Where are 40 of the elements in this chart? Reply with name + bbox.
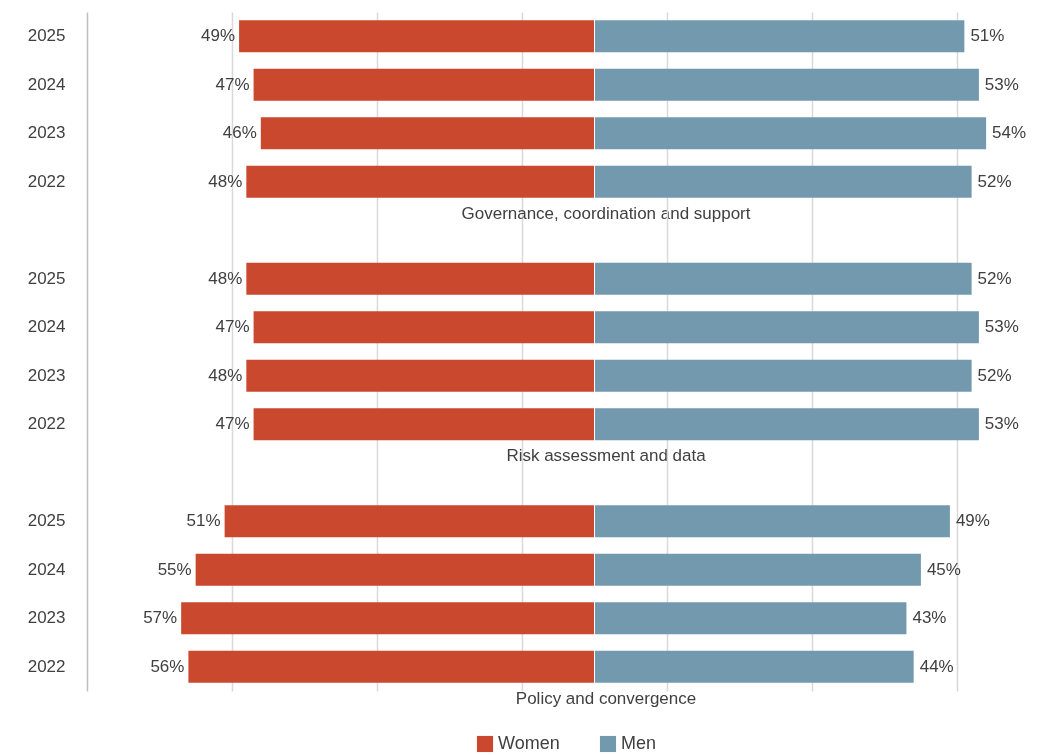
y-tick-label: 2025	[27, 26, 66, 46]
data-label: 43%	[912, 608, 947, 628]
data-label: 47%	[215, 74, 250, 94]
y-tick-label: 2022	[27, 171, 66, 191]
data-label: 48%	[208, 365, 243, 385]
data-label: 52%	[977, 365, 1012, 385]
annotation: Policy and convergence	[515, 688, 697, 708]
data-label: 49%	[201, 26, 236, 46]
data-label: 47%	[215, 414, 250, 434]
y-tick-label: 2024	[27, 74, 66, 94]
data-label: 54%	[992, 123, 1027, 143]
data-label: 53%	[984, 414, 1019, 434]
data-label: 52%	[977, 171, 1012, 191]
y-tick-label: 2025	[27, 511, 66, 531]
data-label: 45%	[926, 559, 961, 579]
annotation: Risk assessment and data	[506, 446, 707, 466]
data-label: 48%	[208, 268, 243, 288]
y-tick-label: 2024	[27, 559, 66, 579]
y-tick-label: 2025	[27, 268, 66, 288]
legend-label: Women	[498, 732, 560, 753]
data-label: 53%	[984, 317, 1019, 337]
y-tick-label: 2023	[27, 365, 66, 385]
data-label: 51%	[970, 26, 1005, 46]
data-label: 44%	[919, 656, 954, 676]
data-label: 57%	[143, 608, 178, 628]
data-label: 52%	[977, 268, 1012, 288]
y-tick-label: 2023	[27, 123, 66, 143]
data-label: 51%	[186, 511, 221, 531]
data-label: 49%	[955, 511, 990, 531]
y-tick-label: 2022	[27, 414, 66, 434]
y-tick-label: 2023	[27, 608, 66, 628]
data-label: 55%	[157, 559, 192, 579]
data-label: 53%	[984, 74, 1019, 94]
data-label: 56%	[150, 656, 185, 676]
data-label: 47%	[215, 317, 250, 337]
data-label: 48%	[208, 171, 243, 191]
y-tick-label: 2022	[27, 656, 66, 676]
data-label: 46%	[222, 123, 257, 143]
legend-label: Men	[621, 732, 656, 753]
y-tick-label: 2024	[27, 317, 66, 337]
